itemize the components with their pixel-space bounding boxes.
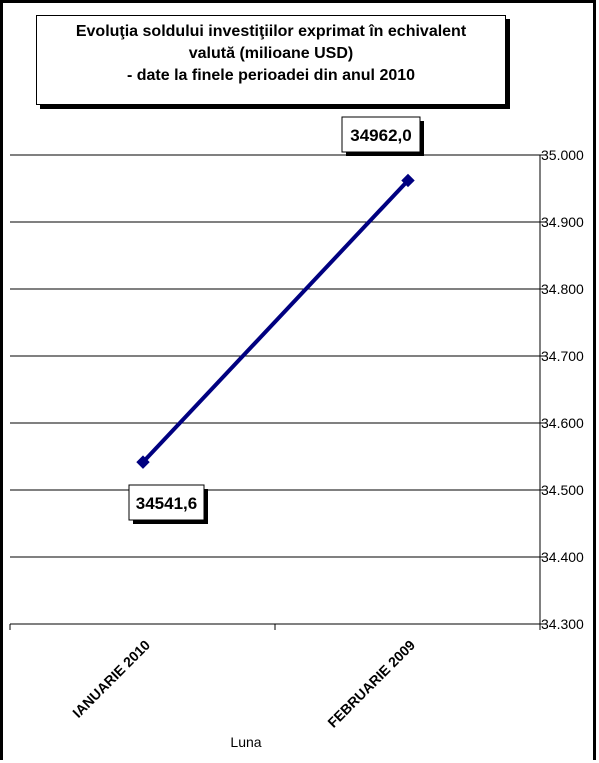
data-label-box: [128, 484, 205, 521]
x-axis-title: Luna: [230, 734, 261, 750]
x-category-label: IANUARIE 2010: [69, 637, 153, 721]
data-label: 34541,6: [136, 494, 197, 513]
y-tick-label: 34.900: [541, 214, 584, 230]
data-point-marker: [136, 455, 150, 469]
y-tick-label: 34.800: [541, 281, 584, 297]
chart-title-line-2: valută (milioane USD): [188, 45, 354, 62]
y-tick-label: 34.500: [541, 482, 584, 498]
y-tick-label: 34.700: [541, 348, 584, 364]
y-tick-label: 34.300: [541, 616, 584, 632]
x-category-label: FEBRUARIE 2009: [324, 637, 418, 731]
chart-title-box: Evoluţia soldului investiţiilor exprimat…: [36, 15, 506, 105]
chart-title-line-1: Evoluţia soldului investiţiilor exprimat…: [75, 23, 467, 40]
data-label-box: [341, 116, 421, 153]
series-line: [141, 179, 410, 464]
y-tick-label: 34.400: [541, 549, 584, 565]
data-point-marker: [401, 173, 415, 188]
data-label: 34962,0: [350, 126, 411, 145]
y-tick-label: 35.000: [541, 147, 584, 163]
chart-title-line-3: - date la finele perioadei din anul 2010: [126, 67, 416, 84]
y-tick-label: 34.600: [541, 415, 584, 431]
